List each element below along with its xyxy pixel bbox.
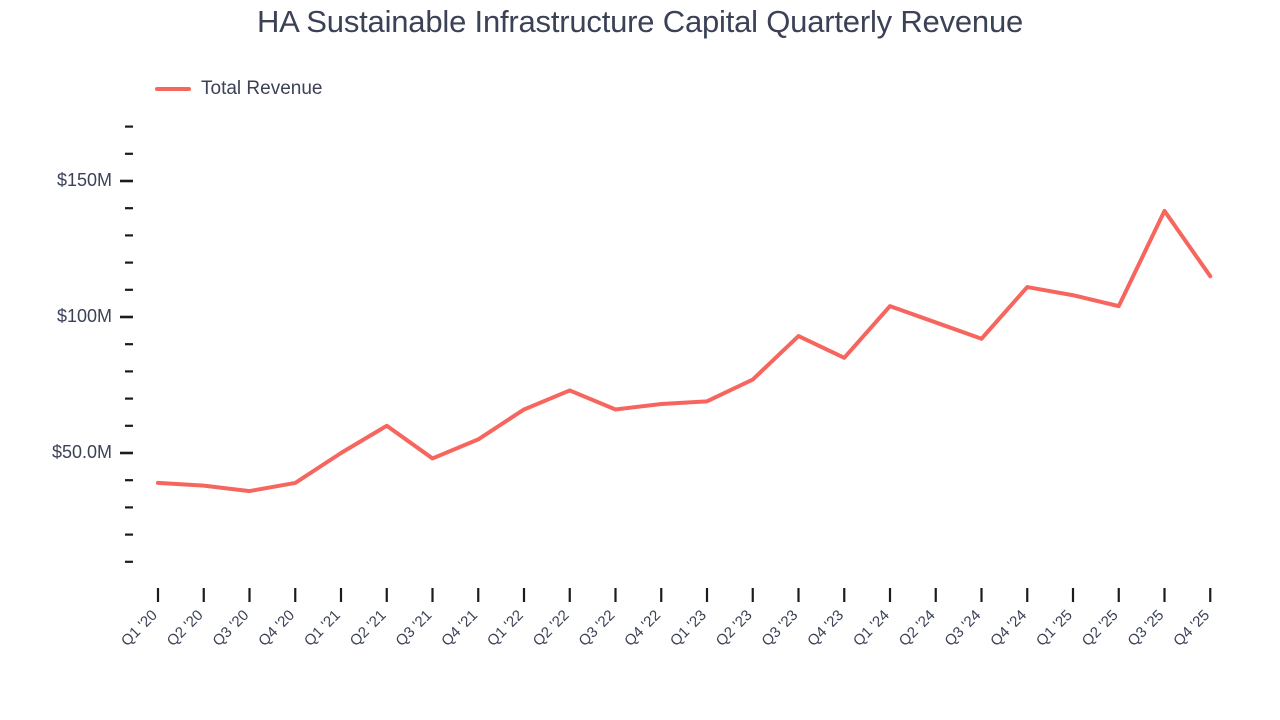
chart-legend: Total Revenue — [155, 78, 322, 100]
x-axis-tick-label: Q2 '24 — [896, 607, 939, 650]
x-axis-labels: Q1 '20 Q2 '20 Q3 '20 Q4 '20 Q1 '21 Q2 '21 Q3 '… — [118, 607, 1213, 650]
x-axis-tick-label: Q2 '20 — [164, 607, 207, 650]
x-axis-tick-label: Q4 '20 — [255, 607, 298, 650]
x-axis-tick-label: Q3 '22 — [575, 607, 618, 650]
y-axis-tick-label: $100M — [57, 306, 112, 326]
data-line-total-revenue — [156, 208, 1213, 494]
x-axis-tick-label: Q2 '23 — [713, 607, 756, 650]
x-axis-tick-label: Q3 '25 — [1124, 607, 1167, 650]
x-axis-tick-label: Q3 '21 — [392, 607, 435, 650]
x-axis-tick-label: Q2 '25 — [1079, 607, 1122, 650]
chart-title: HA Sustainable Infrastructure Capital Qu… — [256, 4, 1024, 39]
legend-label-total-revenue: Total Revenue — [201, 78, 323, 99]
x-axis-tick-label: Q2 '21 — [347, 607, 390, 650]
x-axis-tick-label: Q3 '20 — [209, 607, 252, 650]
x-axis-tick-label: Q4 '22 — [621, 607, 664, 650]
x-axis-tick-label: Q1 '25 — [1033, 607, 1076, 650]
y-axis-ticks — [120, 125, 133, 563]
legend-color-swatch — [155, 87, 191, 91]
x-axis-tick-label: Q1 '24 — [850, 607, 893, 650]
y-axis-tick-label: $50.0M — [52, 442, 112, 462]
x-axis-tick-label: Q1 '21 — [301, 607, 344, 650]
x-axis-tick-label: Q2 '22 — [530, 607, 573, 650]
x-axis-tick-label: Q1 '20 — [118, 607, 161, 650]
x-axis-tick-label: Q3 '24 — [941, 607, 984, 650]
y-axis-tick-label: $150M — [57, 170, 112, 190]
x-axis-tick-label: Q1 '22 — [484, 607, 527, 650]
x-axis-ticks — [156, 588, 1212, 602]
x-axis-tick-label: Q3 '23 — [758, 607, 801, 650]
x-axis-tick-label: Q4 '23 — [804, 607, 847, 650]
y-axis-labels: $50.0M $100M $150M — [52, 170, 112, 462]
data-series-group — [156, 208, 1213, 494]
x-axis-tick-label: Q4 '24 — [987, 607, 1030, 650]
x-axis-tick-label: Q4 '21 — [438, 607, 481, 650]
x-axis-tick-label: Q1 '23 — [667, 607, 710, 650]
x-axis-tick-label: Q4 '25 — [1170, 607, 1213, 650]
